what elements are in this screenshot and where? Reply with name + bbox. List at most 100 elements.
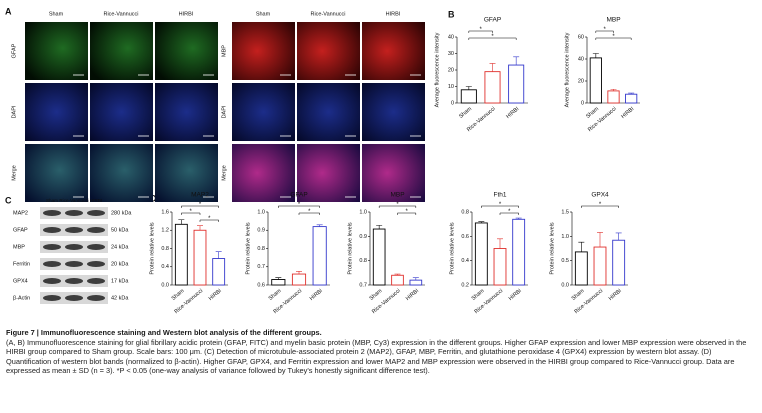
significance-mark: * bbox=[499, 202, 502, 208]
y-tick-label: 1.6 bbox=[161, 209, 169, 215]
significance-bracket bbox=[298, 212, 320, 215]
bar bbox=[312, 226, 327, 286]
row-label: GFAP bbox=[11, 43, 17, 58]
bar bbox=[391, 274, 404, 286]
weight-label: 24 kDa bbox=[111, 244, 129, 250]
x-tick-label: HIRBI bbox=[208, 288, 223, 302]
x-tick-label: Sham bbox=[369, 288, 384, 302]
significance-bracket bbox=[595, 37, 632, 40]
lane-header: Sham bbox=[46, 198, 58, 203]
blot-band bbox=[65, 227, 83, 233]
chart-title: MBP bbox=[606, 17, 620, 24]
micrograph bbox=[362, 83, 425, 141]
significance-bracket bbox=[181, 205, 219, 208]
blot-band bbox=[43, 295, 61, 301]
chart-title: Fth1 bbox=[493, 192, 506, 199]
micrograph bbox=[362, 144, 425, 202]
y-tick-label: 0.9 bbox=[359, 234, 367, 240]
column-header: Rice-Vannucci bbox=[310, 11, 345, 17]
bar bbox=[409, 279, 423, 286]
x-tick-label: HIRBI bbox=[405, 288, 420, 302]
blot-band bbox=[87, 210, 105, 216]
blot-band bbox=[43, 227, 61, 233]
micrograph bbox=[25, 83, 88, 141]
y-axis-label: Protein relative levels bbox=[549, 222, 555, 275]
y-tick-label: 0.8 bbox=[161, 246, 169, 252]
micrograph bbox=[232, 22, 295, 80]
x-tick-label: HIRBI bbox=[309, 288, 324, 302]
error-bar bbox=[513, 56, 520, 66]
blot-band bbox=[65, 210, 83, 216]
significance-mark: * bbox=[308, 209, 311, 215]
error-bar bbox=[592, 53, 599, 58]
significance-mark: * bbox=[612, 34, 615, 40]
y-tick-label: 0.7 bbox=[257, 264, 265, 270]
bar bbox=[589, 57, 602, 104]
y-tick-label: 1.0 bbox=[561, 234, 569, 240]
protein-label: GFAP bbox=[13, 227, 28, 233]
y-tick-label: 0.6 bbox=[257, 282, 265, 288]
micrograph bbox=[297, 22, 360, 80]
bar bbox=[460, 89, 477, 104]
error-bar bbox=[394, 273, 401, 276]
blot-band bbox=[43, 278, 61, 284]
x-tick-label: HIRBI bbox=[608, 288, 623, 302]
significance-mark: * bbox=[508, 209, 511, 215]
error-bar bbox=[597, 232, 603, 248]
bar bbox=[474, 222, 488, 286]
error-bar bbox=[515, 217, 522, 220]
y-tick-label: 0 bbox=[451, 100, 454, 106]
significance-bracket bbox=[468, 37, 517, 40]
column-header: HIRBI bbox=[386, 11, 401, 17]
micrograph bbox=[90, 144, 153, 202]
caption-body: (A, B) Immunofluorescence staining for g… bbox=[6, 337, 747, 376]
significance-bracket bbox=[481, 205, 519, 208]
protein-label: Ferritin bbox=[13, 261, 30, 267]
bar bbox=[625, 93, 638, 104]
micrograph bbox=[25, 22, 88, 80]
weight-label: 50 kDa bbox=[111, 227, 129, 233]
significance-mark: * bbox=[599, 202, 602, 208]
significance-bracket bbox=[581, 205, 619, 208]
bar bbox=[574, 251, 588, 286]
y-axis-label: Protein relative levels bbox=[245, 222, 251, 275]
y-tick-label: 20 bbox=[448, 67, 454, 73]
micrograph bbox=[362, 22, 425, 80]
micrograph bbox=[155, 83, 218, 141]
significance-bracket bbox=[278, 205, 320, 208]
bar bbox=[593, 246, 607, 286]
figure: A B C D Sham Rice-Vannucci HIRBIGFAPDAPIMe… bbox=[5, 6, 640, 315]
protein-label: MAP2 bbox=[13, 210, 28, 216]
x-tick-label: HIRBI bbox=[505, 106, 520, 120]
y-tick-label: 60 bbox=[578, 34, 584, 40]
micrograph bbox=[232, 83, 295, 141]
bar bbox=[493, 248, 507, 286]
column-header: Rice-Vannucci bbox=[103, 11, 138, 17]
weight-label: 42 kDa bbox=[111, 295, 129, 301]
error-bar bbox=[316, 224, 323, 227]
micrograph bbox=[155, 144, 218, 202]
protein-label: β-Actin bbox=[13, 295, 30, 301]
micrograph bbox=[297, 144, 360, 202]
error-bar bbox=[465, 86, 472, 90]
panel-letter: D bbox=[150, 193, 157, 203]
y-tick-label: 0.0 bbox=[561, 282, 569, 288]
significance-bracket bbox=[595, 30, 614, 33]
error-bar bbox=[628, 92, 635, 95]
chart-title: MBP bbox=[390, 192, 404, 199]
y-tick-label: 30 bbox=[448, 51, 454, 57]
blot-band bbox=[87, 278, 105, 284]
blot-band bbox=[65, 278, 83, 284]
y-tick-label: 40 bbox=[448, 34, 454, 40]
row-label: Merge bbox=[221, 165, 227, 181]
row-label: MBP bbox=[221, 45, 227, 57]
significance-bracket bbox=[397, 212, 417, 215]
error-bar bbox=[489, 63, 496, 72]
chart-title: MAP2 bbox=[191, 192, 209, 199]
error-bar bbox=[412, 277, 419, 281]
x-tick-label: Sham bbox=[171, 288, 186, 302]
error-bar bbox=[215, 251, 222, 259]
row-label: DAPI bbox=[221, 105, 227, 118]
significance-bracket bbox=[499, 212, 519, 215]
weight-label: 20 kDa bbox=[111, 261, 129, 267]
